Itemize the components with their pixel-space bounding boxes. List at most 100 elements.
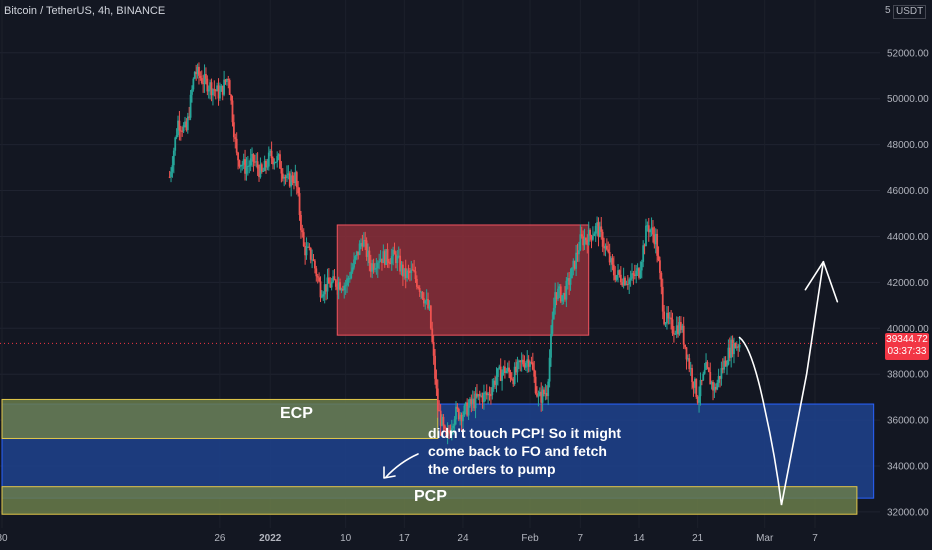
candle-body bbox=[614, 275, 617, 280]
candle-body bbox=[357, 251, 360, 255]
candle-body bbox=[543, 389, 545, 394]
candle-body bbox=[552, 307, 555, 320]
candle-body bbox=[686, 358, 689, 360]
candle-body bbox=[495, 376, 498, 385]
y-tick-label: 36000.00 bbox=[887, 416, 929, 427]
candle-body bbox=[322, 294, 325, 297]
candle-body bbox=[659, 260, 661, 273]
candle-body bbox=[400, 264, 403, 272]
candle-body bbox=[628, 279, 631, 285]
y-tick-label: 48000.00 bbox=[887, 140, 929, 151]
candle-body bbox=[731, 339, 734, 355]
candle-body bbox=[559, 286, 562, 302]
candle-body bbox=[214, 90, 217, 92]
candle-body bbox=[302, 232, 305, 247]
candle-body bbox=[414, 271, 417, 280]
candle-body bbox=[568, 278, 571, 285]
candle-body bbox=[488, 393, 491, 396]
candle-body bbox=[403, 268, 406, 277]
candle-body bbox=[524, 362, 527, 368]
x-tick-label: 7 bbox=[578, 533, 584, 544]
candle-body bbox=[503, 366, 506, 373]
candle-body bbox=[210, 82, 213, 96]
candle-body bbox=[318, 277, 320, 282]
candle-body bbox=[339, 282, 341, 290]
candle-body bbox=[300, 214, 302, 231]
note-line-2: come back to FO and fetch bbox=[428, 443, 607, 459]
symbol-title[interactable]: Bitcoin / TetherUS, 4h, BINANCE bbox=[4, 5, 166, 17]
y-tick-label: 38000.00 bbox=[887, 370, 929, 381]
candle-body bbox=[545, 392, 548, 397]
candle-body bbox=[219, 91, 221, 99]
candle-body bbox=[720, 368, 723, 379]
pcp-zone[interactable] bbox=[1, 486, 858, 515]
candle-body bbox=[600, 226, 603, 232]
candle-body bbox=[696, 396, 699, 403]
candle-body bbox=[536, 393, 538, 397]
candle-body bbox=[397, 255, 400, 257]
candle-body bbox=[450, 428, 453, 434]
candle-body bbox=[633, 274, 636, 276]
candle-body bbox=[629, 278, 632, 280]
candle-body bbox=[706, 362, 709, 368]
candle-body bbox=[251, 153, 253, 159]
supply-zone[interactable] bbox=[336, 224, 590, 336]
candle-body bbox=[392, 249, 395, 257]
candle-body bbox=[374, 268, 376, 270]
candle-body bbox=[561, 295, 564, 302]
candle-body bbox=[343, 285, 346, 291]
candle-body bbox=[449, 432, 452, 434]
candle-body bbox=[467, 405, 470, 416]
ecp-zone[interactable] bbox=[1, 398, 439, 439]
candle-body bbox=[206, 78, 209, 92]
candle-body bbox=[417, 286, 420, 289]
candle-body bbox=[280, 168, 283, 174]
currency-label[interactable]: 5 USDT bbox=[885, 3, 927, 19]
candle-body bbox=[660, 272, 663, 287]
time-axis[interactable]: 30 26 2022 10 17 24 Feb 7 14 21 Mar 7 bbox=[0, 533, 818, 544]
candle-body bbox=[619, 274, 622, 283]
candle-body bbox=[471, 398, 474, 404]
candle-body bbox=[564, 292, 566, 300]
candle-body bbox=[284, 176, 287, 179]
candle-body bbox=[605, 245, 608, 250]
candle-body bbox=[647, 225, 650, 233]
candle-body bbox=[519, 360, 522, 363]
candle-body bbox=[274, 161, 277, 163]
candle-body bbox=[297, 187, 300, 194]
candle-body bbox=[700, 380, 703, 382]
x-tick-label: 26 bbox=[214, 533, 226, 544]
candle-body bbox=[470, 398, 473, 404]
candle-body bbox=[580, 234, 583, 237]
candle-body bbox=[346, 278, 348, 286]
candle-body bbox=[734, 343, 737, 349]
candle-body bbox=[540, 391, 543, 403]
candle-body bbox=[522, 359, 524, 365]
note-text: didn't touch PCP! So it might come back … bbox=[428, 424, 621, 478]
candle-body bbox=[265, 160, 267, 168]
candle-body bbox=[668, 317, 671, 319]
candle-body bbox=[604, 245, 607, 249]
candle-body bbox=[241, 164, 244, 166]
candle-body bbox=[230, 94, 232, 101]
candle-body bbox=[223, 79, 226, 95]
candle-body bbox=[498, 366, 501, 369]
y-tick-label: 40000.00 bbox=[887, 324, 929, 335]
candle-body bbox=[582, 236, 585, 246]
note-line-3: the orders to pump bbox=[428, 461, 556, 477]
price-axis[interactable]: 32000.00 34000.00 36000.00 38000.00 40000.00… bbox=[887, 48, 929, 518]
candle-body bbox=[735, 346, 738, 349]
candle-body bbox=[646, 225, 649, 227]
candle-body bbox=[601, 231, 604, 247]
candle-body bbox=[625, 283, 628, 285]
candle-body bbox=[673, 333, 675, 335]
y-tick-label: 50000.00 bbox=[887, 94, 929, 105]
candle-body bbox=[283, 176, 286, 179]
candle-body bbox=[541, 389, 544, 403]
candle-body bbox=[198, 66, 200, 76]
candle-body bbox=[287, 173, 290, 176]
x-tick-label: 10 bbox=[340, 533, 352, 544]
candle-body bbox=[551, 319, 554, 334]
candle-body bbox=[456, 406, 459, 409]
